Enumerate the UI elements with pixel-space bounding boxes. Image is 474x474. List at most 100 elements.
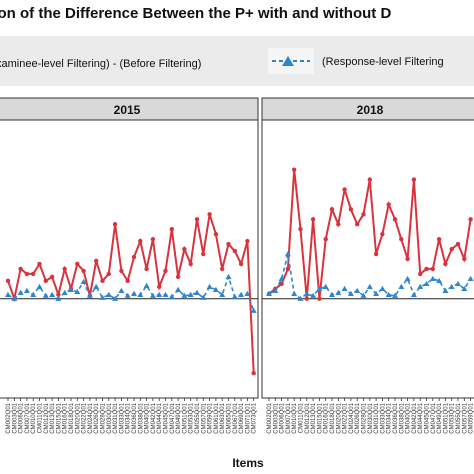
x-tick-label: CM031Q01 <box>113 402 119 433</box>
data-point-circle <box>175 274 181 280</box>
x-tick-label: CM007Q01 <box>25 402 31 433</box>
data-point-triangle <box>225 273 232 280</box>
data-point-triangle <box>455 280 461 287</box>
data-point-triangle <box>392 292 398 298</box>
data-point-circle <box>18 266 23 272</box>
data-point-triangle <box>379 285 386 291</box>
data-point-circle <box>367 177 372 182</box>
strip-label-2015: 2015 <box>114 103 141 117</box>
x-tick-label: CM013Q01 <box>311 402 317 433</box>
data-point-circle <box>188 261 193 267</box>
x-tick-label: CM071Q01 <box>245 402 251 433</box>
data-point-triangle <box>194 289 200 295</box>
data-point-triangle <box>206 283 213 289</box>
x-tick-label: CM042Q01 <box>151 402 157 433</box>
x-tick-label: CM049Q01 <box>176 402 182 433</box>
data-point-triangle <box>68 286 74 292</box>
data-point-triangle <box>93 283 100 289</box>
x-tick-label: CM061Q01 <box>214 402 220 433</box>
data-point-triangle <box>360 292 367 298</box>
data-point-triangle <box>341 285 348 291</box>
data-point-circle <box>298 227 303 232</box>
data-point-triangle <box>423 280 430 287</box>
data-point-circle <box>411 177 417 182</box>
legend-entry-red: xaminee-level Filtering) - (Before Filte… <box>0 58 201 70</box>
data-point-circle <box>430 266 435 272</box>
x-tick-label: CM059Q01 <box>469 402 474 433</box>
data-point-triangle <box>80 278 87 285</box>
data-point-circle <box>405 256 410 262</box>
x-tick-label: CM045Q01 <box>425 402 431 433</box>
data-point-triangle <box>244 290 251 296</box>
data-point-circle <box>323 236 328 242</box>
x-tick-label: CM030Q01 <box>368 402 374 433</box>
legend-box <box>0 36 474 86</box>
data-point-triangle <box>297 295 304 301</box>
data-point-circle <box>436 236 442 242</box>
data-point-triangle <box>238 291 245 297</box>
x-tick-label: CM040Q01 <box>406 402 412 433</box>
data-point-triangle <box>55 295 62 301</box>
data-point-triangle <box>30 291 37 297</box>
x-tick-label: CM033Q01 <box>119 402 125 433</box>
data-point-circle <box>119 268 124 274</box>
data-point-triangle <box>42 292 49 298</box>
data-point-circle <box>144 266 149 272</box>
data-point-triangle <box>354 287 361 293</box>
data-point-triangle <box>310 292 317 298</box>
x-tick-label: CM006Q01 <box>19 402 25 433</box>
data-point-triangle <box>272 287 279 293</box>
x-tick-label: CM055Q01 <box>195 402 201 433</box>
data-point-triangle <box>5 291 11 297</box>
data-point-circle <box>169 227 174 232</box>
x-tick-label: CM057Q01 <box>201 402 207 433</box>
x-tick-label: CM013Q01 <box>50 402 56 433</box>
data-point-circle <box>81 268 86 274</box>
x-tick-label: CM002Q01 <box>6 402 12 433</box>
data-point-circle <box>468 217 473 222</box>
x-tick-label: CM053Q01 <box>450 402 456 433</box>
data-point-circle <box>292 167 297 172</box>
x-tick-label: CM024Q01 <box>88 402 94 433</box>
legend-triangle-icon <box>282 56 294 66</box>
data-point-triangle <box>250 307 257 313</box>
data-point-circle <box>392 217 398 222</box>
data-point-triangle <box>105 291 112 297</box>
x-tick-label: CM038Q01 <box>399 402 405 433</box>
x-tick-label: CM015Q01 <box>56 402 62 433</box>
data-point-circle <box>220 266 225 272</box>
data-point-triangle <box>442 287 449 293</box>
data-point-triangle <box>366 283 373 289</box>
x-tick-label: CM018Q01 <box>330 402 336 433</box>
x-tick-label: CM007Q01 <box>286 402 292 433</box>
data-point-circle <box>361 212 366 217</box>
x-tick-label: CM047Q01 <box>170 402 176 433</box>
data-point-circle <box>94 258 99 264</box>
x-tick-label: CM067Q01 <box>233 402 239 433</box>
data-point-circle <box>207 212 212 217</box>
x-tick-label: CM022Q01 <box>82 402 88 433</box>
x-tick-label: CM028Q01 <box>101 402 107 433</box>
chart-title: ison of the Difference Between the P+ wi… <box>0 5 391 22</box>
data-point-triangle <box>291 290 298 296</box>
data-point-triangle <box>461 285 468 291</box>
x-tick-label: CM038Q01 <box>138 402 144 433</box>
x-tick-label: CM055Q01 <box>456 402 462 433</box>
data-point-triangle <box>231 293 238 299</box>
data-point-triangle <box>335 289 342 295</box>
x-tick-label: CM053Q01 <box>189 402 195 433</box>
data-point-triangle <box>99 294 106 300</box>
x-tick-label: CM073Q01 <box>252 402 258 433</box>
x-tick-label: CM012Q01 <box>44 402 50 433</box>
x-tick-label: CM036Q01 <box>393 402 399 433</box>
x-tick-label: CM059Q01 <box>208 402 214 433</box>
data-point-triangle <box>347 290 354 296</box>
data-point-circle <box>355 222 360 227</box>
data-point-circle <box>62 266 67 272</box>
x-tick-label: CM031Q01 <box>374 402 380 433</box>
x-tick-label: CM044Q01 <box>157 402 163 433</box>
data-point-circle <box>125 278 130 284</box>
data-point-circle <box>373 251 379 257</box>
x-tick-label: CM065Q01 <box>227 402 233 433</box>
x-tick-label: CM020Q01 <box>75 402 81 433</box>
